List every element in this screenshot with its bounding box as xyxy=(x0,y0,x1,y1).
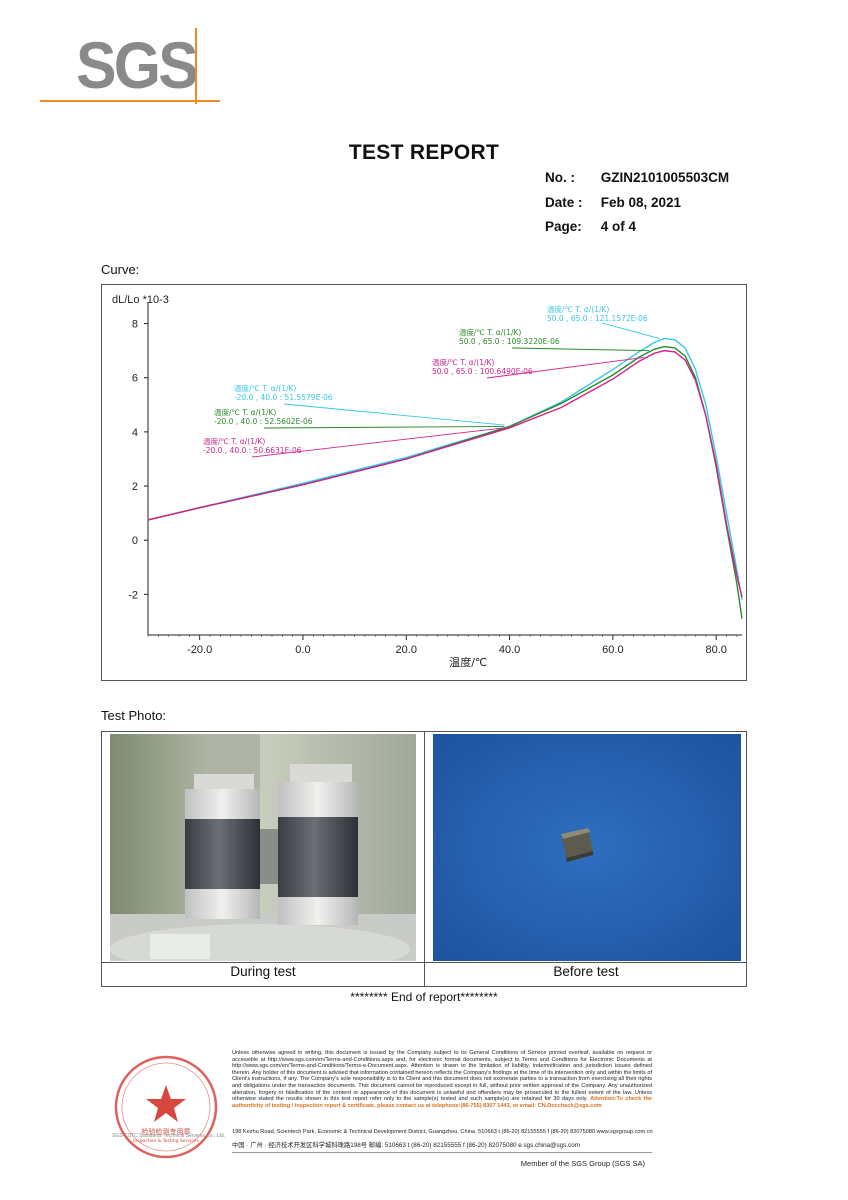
annotation-value-1: 50.0 , 65.0 : 109.3220E-06 xyxy=(459,337,560,346)
footer-address-en: 198 Kezhu Road, Scientech Park, Economic… xyxy=(232,1129,653,1135)
logo-text: SGS xyxy=(76,28,199,102)
photo-table-divider-vertical xyxy=(424,732,425,986)
report-date-label: Date : xyxy=(545,195,583,210)
expansion-curve-chart: dL/Lo *10-3 8 6 4 2 0 -2 -20.0 0.0 20.0 40.0 60.0 80… xyxy=(101,284,747,681)
annotation-value-4: -20.0 , 40.0 : 52.5602E-06 xyxy=(214,417,313,426)
chart-svg: dL/Lo *10-3 8 6 4 2 0 -2 -20.0 0.0 20.0 40.0 60.0 80… xyxy=(112,294,743,669)
report-page-label: Page: xyxy=(545,219,582,234)
report-title: TEST REPORT xyxy=(348,141,500,164)
sgs-logo: SGS xyxy=(40,28,225,108)
y-tick-label: 4 xyxy=(132,427,138,439)
before-test-photo xyxy=(433,734,741,961)
annotation-head-0: 温度/℃ T. α/(1/K) xyxy=(547,304,609,314)
report-date: Date : Feb 08, 2021 xyxy=(545,195,681,210)
footer-divider xyxy=(232,1152,652,1153)
series-line-0 xyxy=(147,337,743,600)
report-number-label: No. : xyxy=(545,170,575,185)
annotation-value-3: -20.0 , 40.0 : 51.5579E-06 xyxy=(234,393,333,402)
annotation-leader-2 xyxy=(486,356,644,379)
before-test-caption: Before test xyxy=(553,964,619,979)
logo-orange-vline xyxy=(195,28,197,104)
x-tick-label: 0.0 xyxy=(295,644,310,656)
report-page: Page: 4 of 4 xyxy=(545,219,636,234)
company-seal-stamp: 检验检测专用章 Inspection & Testing Services xyxy=(104,1047,228,1171)
annotation-head-2: 温度/℃ T. α/(1/K) xyxy=(432,357,494,367)
annotation-head-4: 温度/℃ T. α/(1/K) xyxy=(214,407,276,417)
annotation-head-1: 温度/℃ T. α/(1/K) xyxy=(459,327,521,337)
report-number: No. : GZIN2101005503CM xyxy=(545,170,729,185)
y-tick-label: 6 xyxy=(132,373,138,385)
annotation-leader-3 xyxy=(283,403,505,426)
y-tick-label: 2 xyxy=(132,481,138,493)
annotation-head-3: 温度/℃ T. α/(1/K) xyxy=(234,383,296,393)
annotation-value-5: -20.0 , 40.0 : 50.6631E-06 xyxy=(203,446,302,455)
annotation-value-0: 50.0 , 65.0 : 121.1572E-06 xyxy=(547,314,648,323)
x-axis-label: 温度/℃ xyxy=(449,655,487,669)
y-tick-label: 8 xyxy=(132,319,138,331)
stamp-text: 检验检测专用章 xyxy=(142,1127,191,1136)
annotation-leader-0 xyxy=(601,322,660,339)
y-axis-label: dL/Lo *10-3 xyxy=(112,294,169,306)
photo-table-divider-horizontal xyxy=(102,962,746,963)
curve-section-label: Curve: xyxy=(101,262,140,277)
annotation-head-5: 温度/℃ T. α/(1/K) xyxy=(203,436,265,446)
footer-disclaimer-text: Unless otherwise agreed in writing, this… xyxy=(232,1050,652,1103)
stamp-sub-text: Inspection & Testing Services xyxy=(133,1138,199,1144)
footer-disclaimer: Unless otherwise agreed in writing, this… xyxy=(232,1050,652,1109)
footer-attention: Attention:To check the authenticity of t… xyxy=(232,1096,653,1109)
annotation-leader-4 xyxy=(263,426,505,429)
series-line-2 xyxy=(147,349,743,598)
report-date-value: Feb 08, 2021 xyxy=(600,195,682,210)
report-number-value: GZIN2101005503CM xyxy=(600,170,730,185)
photo-section-label: Test Photo: xyxy=(101,708,167,723)
during-test-caption: During test xyxy=(230,964,296,979)
logo-orange-line xyxy=(40,100,220,102)
y-tick-label: 0 xyxy=(132,535,138,547)
x-tick-label: 80.0 xyxy=(705,644,726,656)
x-tick-label: 60.0 xyxy=(602,644,623,656)
x-tick-label: -20.0 xyxy=(187,644,212,656)
footer-member: Member of the SGS Group (SGS SA) xyxy=(520,1159,645,1168)
end-of-report: ******** End of report******** xyxy=(350,990,498,1004)
footer-address-cn: 中国 · 广州 · 经济技术开发区科学城科珠路198号 邮编: 510663 t… xyxy=(232,1142,580,1149)
report-page-value: 4 of 4 xyxy=(600,219,637,234)
during-test-photo xyxy=(110,734,416,961)
x-tick-label: 40.0 xyxy=(499,644,520,656)
lab-name: SGS-CSTC Standards Technical Services Co… xyxy=(112,1133,226,1139)
photo-table: During test Before test xyxy=(101,731,747,987)
x-tick-label: 20.0 xyxy=(396,644,417,656)
annotation-leader-5 xyxy=(251,427,505,458)
annotation-leader-1 xyxy=(511,347,650,352)
annotation-value-2: 50.0 , 65.0 : 100.6490E-06 xyxy=(432,367,533,376)
y-tick-label: -2 xyxy=(128,589,138,601)
